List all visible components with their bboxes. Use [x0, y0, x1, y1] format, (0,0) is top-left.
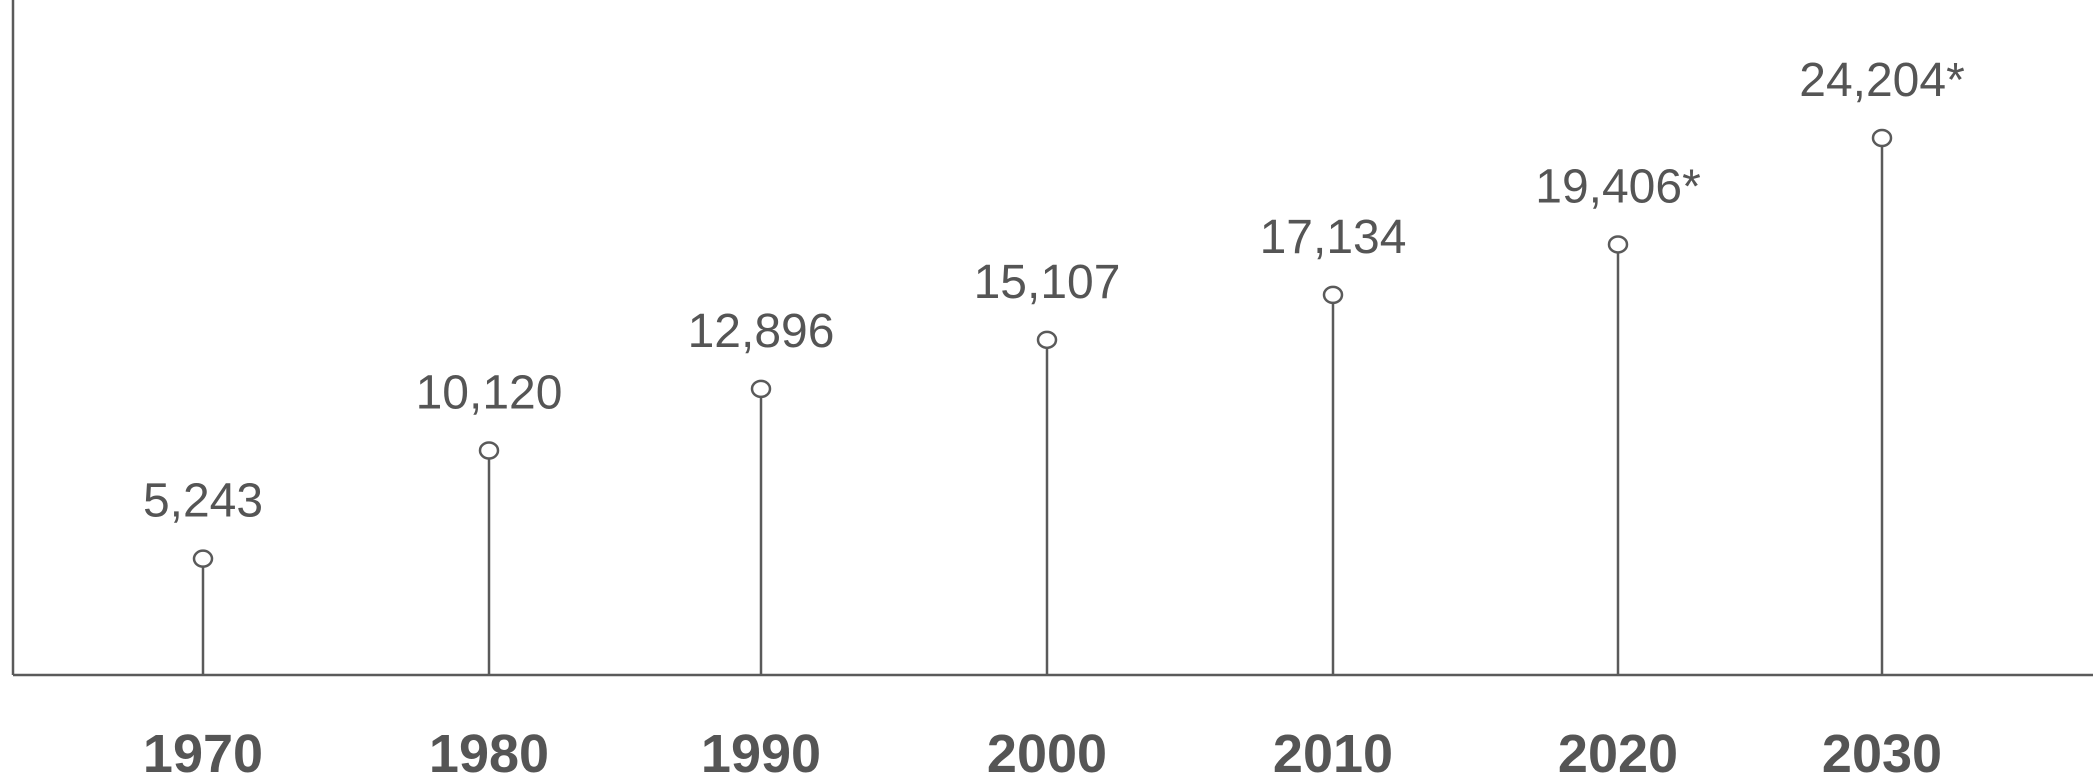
data-point-2010 [1322, 285, 1344, 305]
data-label-2010: 17,134 [1260, 211, 1407, 264]
x-tick-label-2000: 2000 [987, 724, 1107, 783]
chart-marks: 5,243 10,120 12,896 15,107 17,134 19,406* 24,2… [143, 54, 1965, 675]
data-point-2000 [1036, 330, 1058, 350]
data-point-1970 [192, 549, 214, 568]
data-label-1980: 10,120 [416, 366, 563, 419]
data-label-2020: 19,406* [1535, 160, 1701, 213]
x-tick-label-1970: 1970 [143, 724, 263, 783]
x-tick-label-1990: 1990 [701, 724, 821, 783]
data-label-2030: 24,204* [1799, 54, 1965, 107]
x-tick-label-2020: 2020 [1558, 724, 1678, 783]
data-label-1990: 12,896 [688, 305, 835, 358]
data-point-1990 [750, 379, 772, 399]
x-tick-label-2030: 2030 [1822, 724, 1942, 783]
data-point-2020 [1607, 235, 1629, 254]
data-point-2030 [1871, 128, 1893, 148]
x-tick-label-1980: 1980 [429, 724, 549, 783]
data-label-2000: 15,107 [974, 256, 1121, 309]
x-tick-label-2010: 2010 [1273, 724, 1393, 783]
data-label-1970: 5,243 [143, 475, 263, 528]
data-point-1980 [478, 441, 500, 460]
x-tick-labels: 1970 1980 1990 2000 2010 2020 2030 [143, 724, 1942, 783]
